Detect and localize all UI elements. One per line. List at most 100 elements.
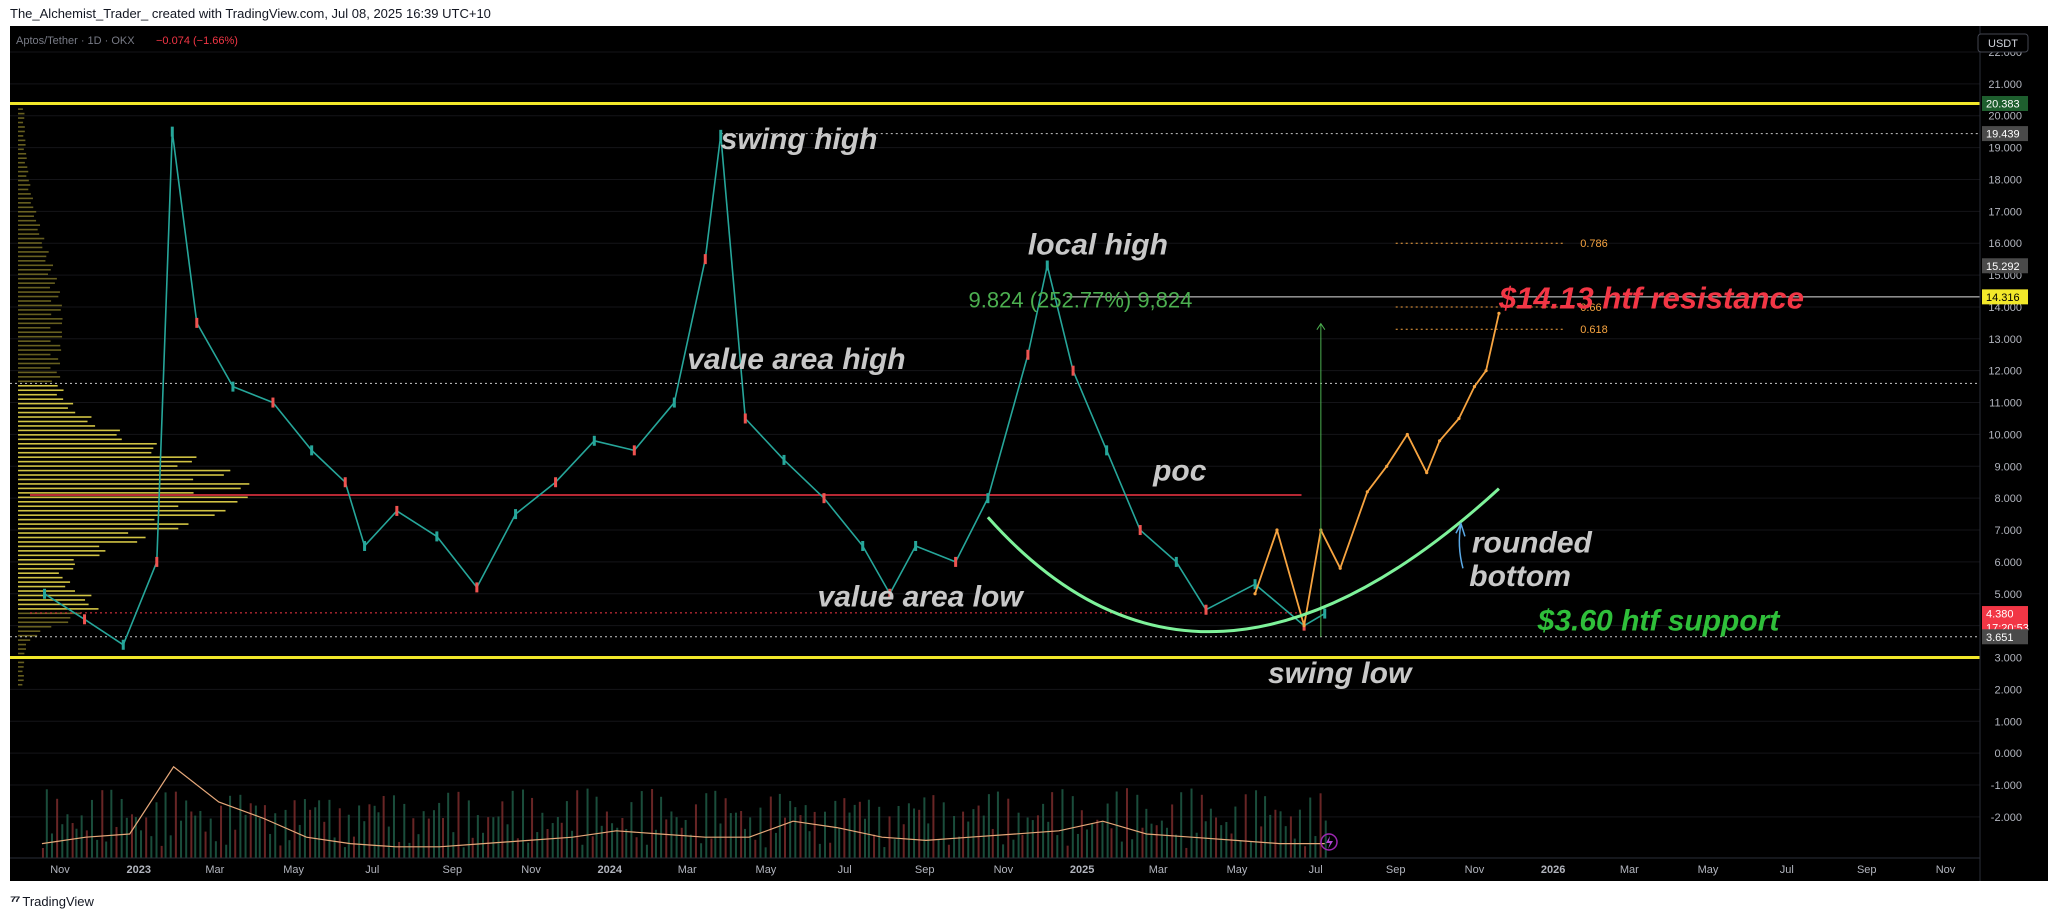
price-chart[interactable]: 0.786 0.66 0.618 swing high local high value…	[10, 26, 2048, 881]
profile-bar	[18, 612, 82, 615]
profile-bar	[18, 161, 25, 164]
volume-bar	[1264, 796, 1267, 858]
price-tag-label: 19.439	[1986, 129, 2020, 141]
volume-bar	[556, 817, 559, 858]
volume-bar	[125, 817, 128, 858]
profile-bar	[18, 144, 26, 146]
volume-bar	[314, 807, 317, 858]
price-candle	[703, 254, 707, 265]
annotation-rounded: rounded	[1472, 526, 1593, 559]
volume-bar	[288, 840, 291, 858]
profile-bar	[18, 291, 60, 293]
volume-bar	[279, 845, 282, 858]
volume-bar	[724, 798, 727, 858]
volume-bar	[546, 828, 549, 858]
price-candle	[475, 582, 479, 593]
profile-bar	[18, 152, 27, 155]
volume-bar	[164, 792, 167, 858]
footer: ⁷⁷ TradingView	[0, 881, 2048, 919]
volume-bar	[560, 822, 563, 858]
volume-bar	[174, 791, 177, 858]
volume-bar	[714, 790, 717, 858]
profile-bar	[18, 465, 178, 467]
alert-icon[interactable]	[1320, 833, 1338, 851]
profile-bar	[18, 224, 41, 226]
currency-button[interactable]: USDT	[1977, 33, 2029, 53]
projection-point	[1405, 432, 1409, 437]
volume-bar	[536, 832, 539, 858]
time-axis[interactable]: Nov 2023 Mar May Jul Sep Nov 2024 Mar May Jul Sep No…	[10, 857, 1980, 876]
price-candle	[888, 588, 892, 599]
time-tick-label: Nov	[521, 864, 541, 876]
price-tick-label: 7.000	[1994, 525, 2022, 537]
volume-bar	[1071, 796, 1074, 858]
profile-bar	[18, 197, 33, 200]
volume-bar	[169, 835, 172, 858]
profile-bar	[18, 492, 194, 494]
profile-bar	[18, 139, 26, 142]
volume-bar	[303, 799, 306, 858]
volume-bar	[1165, 827, 1168, 858]
volume-bar	[75, 828, 78, 858]
volume-bar	[1136, 794, 1139, 858]
volume-bar	[134, 817, 137, 858]
projection-point	[1365, 490, 1369, 494]
volume-bar	[996, 791, 999, 858]
profile-bar	[18, 572, 59, 574]
time-tick-label: Mar	[1149, 864, 1168, 876]
fib-level-label: 0.786	[1580, 238, 1608, 250]
volume-bar	[565, 801, 568, 858]
volume-bar	[878, 806, 881, 858]
volume-bar	[1106, 803, 1109, 858]
volume-bar	[551, 823, 554, 858]
profile-bar	[18, 558, 74, 561]
header-bar: The_Alchemist_Trader_ created with Tradi…	[0, 0, 2048, 26]
profile-bar	[18, 108, 23, 110]
volume-bar	[185, 800, 188, 858]
volume-bar	[808, 831, 811, 858]
profile-bar	[18, 456, 197, 458]
volume-bar	[1056, 835, 1059, 858]
volume-bar	[527, 842, 530, 858]
chart-area[interactable]: 0.786 0.66 0.618 swing high local high value…	[10, 26, 2048, 881]
time-tick-label: May	[756, 864, 777, 876]
volume-bar	[412, 818, 415, 858]
price-tick-label: 0.000	[1994, 748, 2022, 760]
profile-bar	[18, 500, 238, 503]
profile-bar	[18, 438, 122, 441]
volume-bar	[1215, 817, 1218, 858]
volume-bar	[616, 827, 619, 858]
price-candle	[1174, 556, 1178, 567]
chart-author-caption: The_Alchemist_Trader_ created with Tradi…	[10, 6, 491, 21]
volume-bar	[743, 828, 746, 858]
volume-bar	[101, 790, 104, 858]
tradingview-logo[interactable]: ⁷⁷ TradingView	[10, 893, 94, 910]
profile-bar	[18, 634, 38, 637]
volume-bar	[858, 801, 861, 858]
volume-bar	[581, 844, 584, 858]
volume-bar	[90, 799, 93, 858]
volume-bar	[967, 821, 970, 858]
price-candle	[954, 556, 958, 567]
price-candle	[672, 397, 676, 408]
profile-bar	[18, 670, 23, 673]
profile-bar	[18, 420, 88, 423]
volume-bar	[794, 807, 797, 858]
price-axis[interactable]: 22.00021.00020.00019.00018.00017.00016.0…	[1979, 26, 2048, 881]
volume-bar	[1110, 828, 1113, 858]
volume-bar	[571, 830, 574, 858]
volume-bar	[214, 841, 217, 858]
annotation-bottom: bottom	[1469, 560, 1571, 593]
profile-bar	[18, 251, 49, 253]
price-candle	[1204, 604, 1208, 615]
profile-bar	[18, 411, 76, 414]
profile-bar	[18, 505, 179, 508]
volume-bar	[150, 836, 153, 858]
volume-bar	[635, 837, 638, 858]
profile-bar	[18, 434, 117, 436]
volume-bar	[710, 838, 713, 858]
volume-bar	[1031, 820, 1034, 858]
volume-bar	[309, 809, 312, 858]
profile-bar	[18, 117, 25, 119]
profile-bar	[18, 309, 61, 311]
